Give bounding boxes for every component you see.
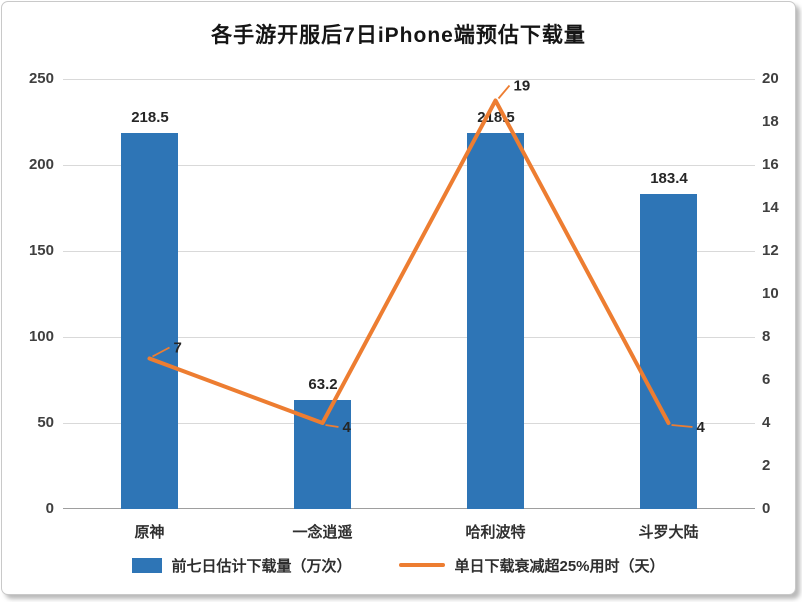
right-axis-tick-label: 4 (762, 414, 771, 431)
gridline (63, 251, 755, 252)
right-axis-tick-label: 18 (762, 113, 779, 130)
gridline (63, 423, 755, 424)
line-path (147, 98, 671, 425)
point-label-leader (497, 84, 511, 100)
left-axis-tick-label: 150 (28, 242, 54, 259)
left-axis-tick-label: 100 (28, 328, 54, 345)
left-axis-tick-label: 250 (28, 70, 54, 87)
right-axis-tick-label: 12 (762, 242, 779, 259)
chart-title: 各手游开服后7日iPhone端预估下载量 (211, 24, 586, 47)
right-axis-tick-label: 20 (762, 70, 779, 87)
left-axis-tick-label: 200 (28, 156, 54, 173)
line-series: 7 4 19 4 (147, 78, 706, 436)
legend: 前七日估计下载量（万次） 单日下载衰减超25%用时（天） (2, 553, 795, 577)
left-axis-tick-label: 50 (37, 414, 54, 431)
bar (640, 194, 697, 509)
line-value-label: 7 (174, 340, 182, 357)
bar-value-label: 218.5 (131, 109, 169, 126)
bar (467, 133, 524, 509)
legend-line-label: 单日下载衰减超25%用时（天） (454, 557, 665, 575)
right-axis: 0 2 4 6 8 10 12 14 16 18 20 (762, 2, 796, 594)
x-axis-category-label: 斗罗大陆 (638, 524, 699, 541)
x-axis: 原神 一念逍遥 哈利波特 斗罗大陆 (63, 521, 755, 543)
chart-card: 各手游开服后7日iPhone端预估下载量 0 50 100 150 200 250 0 2 4… (1, 1, 796, 595)
legend-item-bars: 前七日估计下载量（万次） (132, 555, 351, 576)
right-axis-tick-label: 6 (762, 371, 771, 388)
bar (294, 400, 351, 509)
left-axis-tick-label: 0 (45, 500, 54, 517)
gridline (63, 79, 755, 80)
x-axis-category-label: 一念逍遥 (292, 524, 353, 541)
gridline (63, 165, 755, 166)
right-axis-tick-label: 8 (762, 328, 771, 345)
right-axis-tick-label: 14 (762, 199, 779, 216)
right-axis-tick-label: 2 (762, 457, 771, 474)
bar-value-label: 183.4 (650, 170, 688, 187)
line-value-label: 4 (697, 419, 706, 436)
gridline (63, 337, 755, 338)
x-axis-category-label: 原神 (134, 524, 165, 541)
legend-item-line: 单日下载衰减超25%用时（天） (399, 555, 665, 576)
x-axis-category-label: 哈利波特 (465, 524, 526, 541)
x-axis-line (63, 508, 755, 509)
legend-line-swatch-icon (399, 563, 446, 567)
legend-bar-label: 前七日估计下载量（万次） (171, 557, 352, 575)
legend-bar-swatch-icon (132, 557, 163, 573)
right-axis-tick-label: 0 (762, 500, 771, 517)
bar (121, 133, 178, 509)
left-axis: 0 50 100 150 200 250 (12, 2, 54, 594)
line-value-label: 19 (514, 78, 531, 95)
right-axis-tick-label: 16 (762, 156, 779, 173)
line-value-label: 4 (343, 419, 352, 436)
plot-area: 218.5 63.2 218.5 183.4 7 4 19 4 (63, 78, 755, 509)
right-axis-tick-label: 10 (762, 285, 779, 302)
bar-value-label: 63.2 (308, 376, 338, 393)
point-label-leader (671, 424, 693, 428)
point-label-leader (152, 346, 170, 358)
point-label-leader (325, 424, 339, 428)
